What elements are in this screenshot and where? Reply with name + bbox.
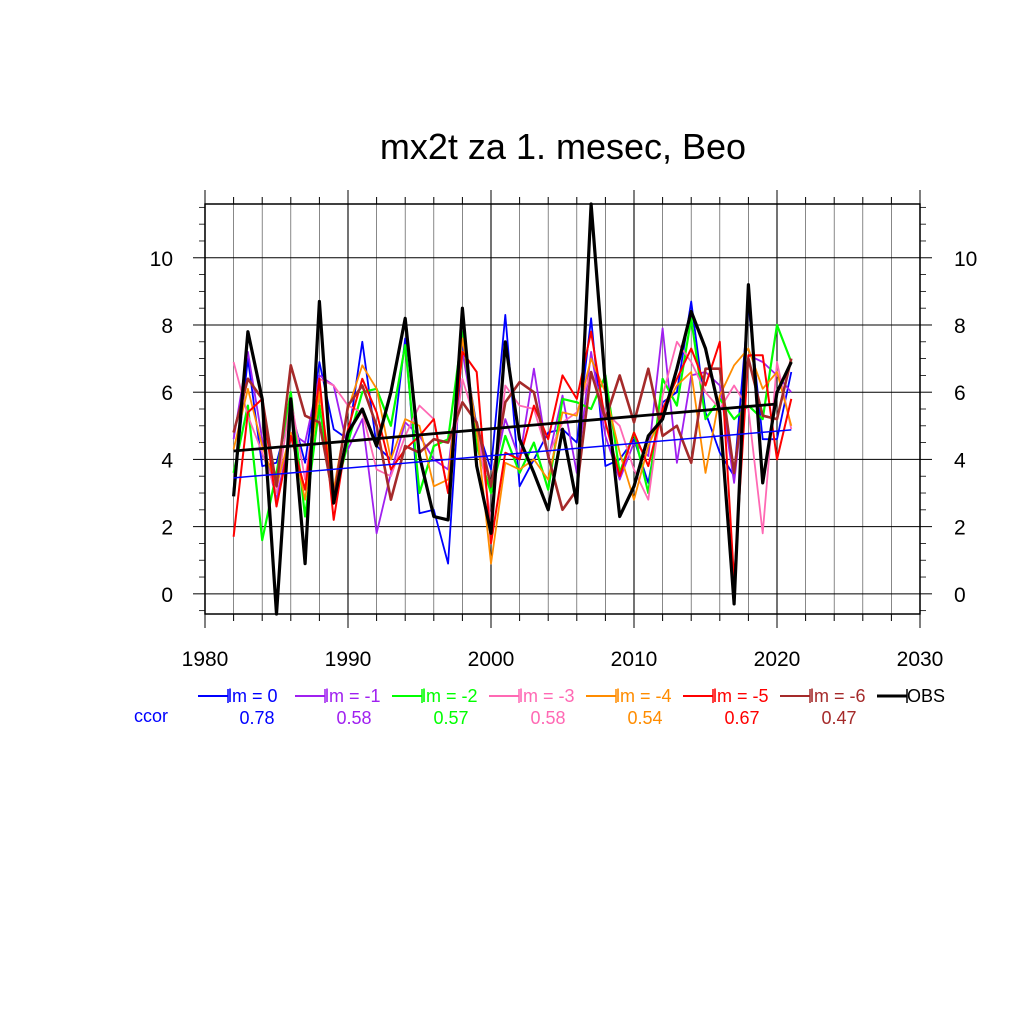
legend-label: lm = -4 [616,686,672,706]
legend-label: lm = -5 [713,686,769,706]
series-line [232,330,793,582]
y-tick-label-left: 4 [161,449,173,472]
series-line [232,202,793,616]
legend-label: OBS [907,686,945,706]
series-lines [232,202,793,616]
y-tick-label-right: 0 [954,584,966,607]
y-tick-label-right: 6 [954,382,966,405]
y-tick-label-left: 0 [161,584,173,607]
y-tick-label-left: 6 [161,382,173,405]
ccor-value: 0.67 [724,708,759,728]
y-tick-label-right: 8 [954,315,966,338]
x-tick-label: 1980 [182,648,229,671]
legend-label: lm = -6 [810,686,866,706]
ccor-value: 0.47 [821,708,856,728]
ccor-value: 0.57 [433,708,468,728]
legend-label: lm = -3 [519,686,575,706]
x-tick-label: 2010 [611,648,658,671]
ccor-label: ccor [134,706,168,726]
trend-line [233,429,792,479]
y-tick-label-right: 10 [954,248,977,271]
grid [204,204,921,614]
trend-lines [233,402,792,479]
y-tick-label-left: 10 [150,248,173,271]
x-tick-label: 1990 [325,648,372,671]
chart-title: mx2t za 1. mesec, Beo [380,126,746,167]
ccor-value: 0.54 [627,708,662,728]
y-tick-label-right: 2 [954,517,966,540]
y-tick-label-left: 2 [161,517,173,540]
x-tick-label: 2020 [754,648,801,671]
x-tick-label: 2030 [897,648,944,671]
x-tick-label: 2000 [468,648,515,671]
y-tick-label-left: 8 [161,315,173,338]
ccor-value: 0.58 [530,708,565,728]
y-tick-label-right: 4 [954,449,966,472]
ccor-value: 0.58 [336,708,371,728]
trend-line [233,402,778,453]
legend-label: lm = -1 [325,686,381,706]
axes: 1980 1990 2000 2010 2020 2030 0 0 2 2 4 4 6 6 8 8 10 10 [150,190,977,671]
legend-label: lm = -2 [422,686,478,706]
ccor-value: 0.78 [239,708,274,728]
legend-label: lm = 0 [228,686,278,706]
